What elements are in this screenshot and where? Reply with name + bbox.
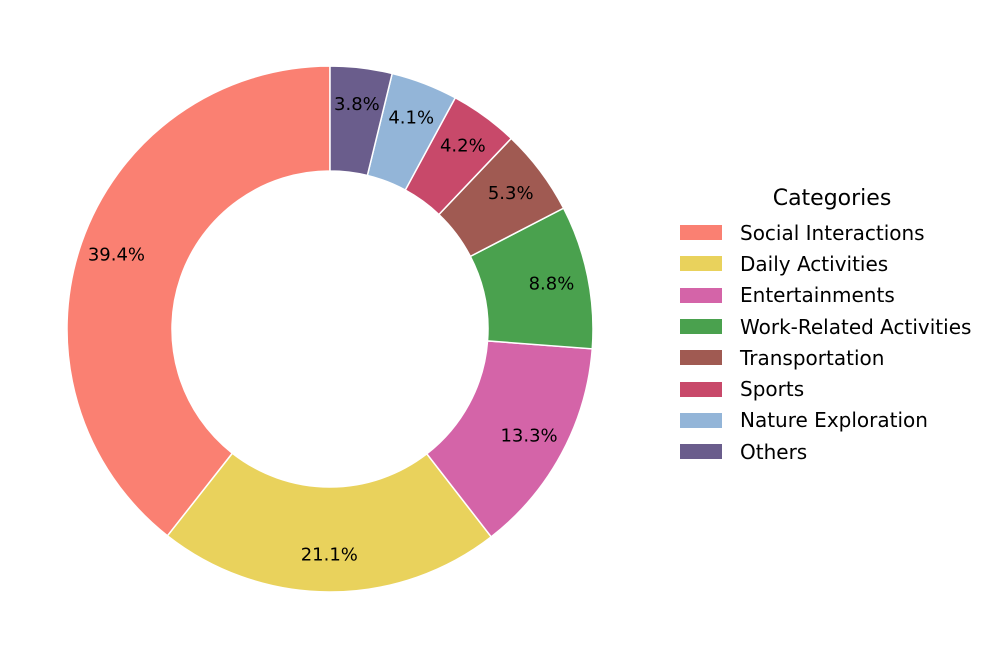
pct-label: 4.2% bbox=[440, 136, 486, 157]
legend-item: Daily Activities bbox=[668, 248, 990, 279]
legend-swatch bbox=[680, 381, 722, 397]
pct-label: 3.8% bbox=[334, 94, 380, 115]
slice-daily-activities bbox=[166, 452, 493, 593]
legend-swatch bbox=[680, 256, 722, 272]
legend-swatch bbox=[680, 350, 722, 366]
legend-label: Transportation bbox=[740, 345, 885, 370]
legend-item: Sports bbox=[668, 373, 990, 404]
legend-item: Nature Exploration bbox=[668, 405, 990, 436]
legend-swatch bbox=[680, 225, 722, 241]
legend-item: Others bbox=[668, 436, 990, 467]
legend-label: Others bbox=[740, 439, 808, 464]
legend-label: Nature Exploration bbox=[740, 408, 928, 433]
legend-item: Work-Related Activities bbox=[668, 311, 990, 342]
legend-item: Transportation bbox=[668, 342, 990, 373]
pct-label: 13.3% bbox=[500, 426, 557, 447]
legend-swatch bbox=[680, 444, 722, 460]
pct-label: 39.4% bbox=[88, 245, 145, 266]
percentage-labels: 39.4% 21.1% 13.3% 8.8% 5.3% 4.2% 4.1% 3.8% bbox=[88, 94, 574, 565]
donut-slices bbox=[66, 65, 594, 593]
legend-label: Sports bbox=[740, 377, 805, 402]
legend-item: Entertainments bbox=[668, 280, 990, 311]
legend-label: Social Interactions bbox=[740, 220, 925, 245]
legend-swatch bbox=[680, 319, 722, 335]
pct-label: 8.8% bbox=[529, 273, 575, 294]
legend-title: Categories bbox=[772, 186, 892, 211]
slice-others bbox=[329, 65, 394, 177]
legend: Categories Social Interactions Daily Acti… bbox=[668, 186, 990, 467]
legend-swatch bbox=[680, 287, 722, 303]
legend-label: Work-Related Activities bbox=[740, 314, 972, 339]
pct-label: 21.1% bbox=[301, 544, 358, 565]
legend-label: Daily Activities bbox=[740, 251, 889, 276]
slice-social-interactions bbox=[66, 65, 331, 537]
legend-items: Social Interactions Daily Activities Enter… bbox=[668, 217, 990, 467]
legend-swatch bbox=[680, 412, 722, 428]
pct-label: 5.3% bbox=[488, 183, 534, 204]
pct-label: 4.1% bbox=[388, 108, 434, 129]
legend-label: Entertainments bbox=[740, 283, 895, 308]
legend-item: Social Interactions bbox=[668, 217, 990, 248]
